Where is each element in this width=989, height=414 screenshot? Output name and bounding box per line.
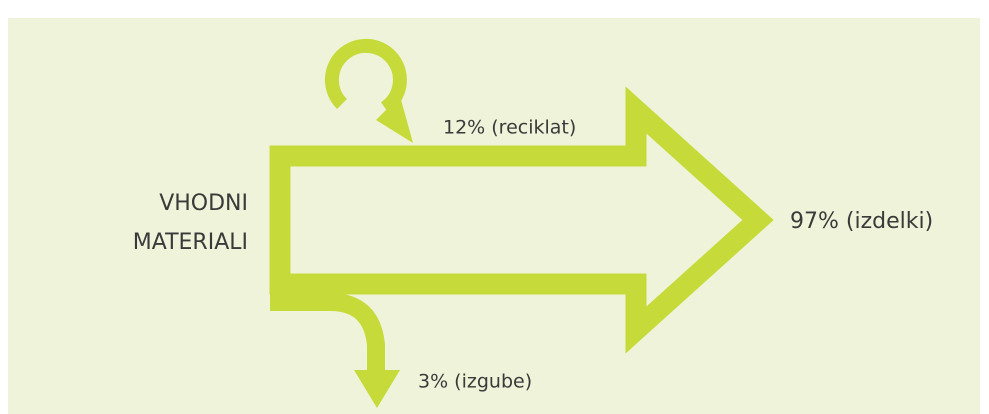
losses-label: 3% (izgube) <box>418 371 532 393</box>
loss-arrowhead <box>354 370 400 408</box>
input-label: MATERIALI <box>133 230 248 255</box>
panel <box>8 18 980 414</box>
loop-arrowhead <box>376 96 413 143</box>
recycle-loop <box>324 38 407 114</box>
products-label: 97% (izdelki) <box>790 209 933 234</box>
loss-branch <box>270 293 385 372</box>
recycled-label: 12% (reciklat) <box>443 117 576 139</box>
flow-shapes <box>269 38 774 372</box>
input-label: VHODNI <box>159 191 248 216</box>
main-arrow <box>269 86 774 354</box>
